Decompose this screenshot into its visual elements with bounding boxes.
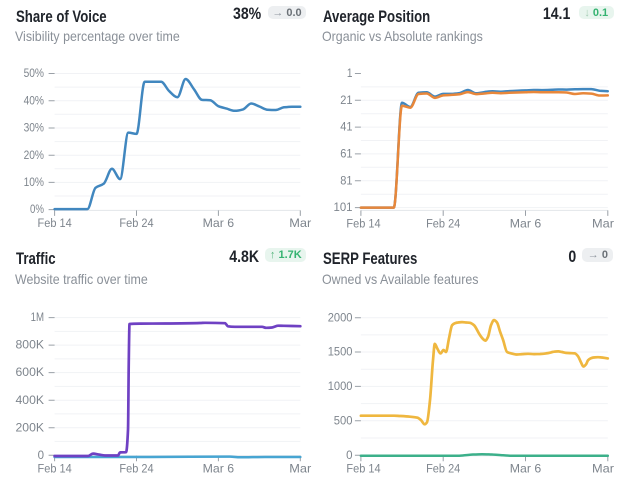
svg-text:10%: 10% bbox=[24, 175, 44, 189]
svg-text:Feb 14: Feb 14 bbox=[38, 461, 72, 475]
svg-text:50%: 50% bbox=[24, 66, 44, 80]
svg-text:Feb 24: Feb 24 bbox=[119, 461, 153, 475]
svg-text:Mar 6: Mar 6 bbox=[510, 461, 542, 475]
svg-text:Mar: Mar bbox=[592, 217, 614, 231]
svg-text:30%: 30% bbox=[24, 121, 44, 135]
svg-text:Mar 6: Mar 6 bbox=[203, 461, 235, 475]
svg-text:Feb 24: Feb 24 bbox=[426, 461, 460, 475]
svg-text:41: 41 bbox=[340, 120, 352, 134]
svg-text:1000: 1000 bbox=[328, 379, 353, 393]
svg-text:Mar 6: Mar 6 bbox=[510, 217, 542, 231]
svg-text:800K: 800K bbox=[16, 338, 45, 352]
svg-text:400K: 400K bbox=[16, 393, 45, 407]
svg-text:21: 21 bbox=[340, 93, 352, 107]
svg-text:0: 0 bbox=[38, 448, 45, 462]
svg-text:200K: 200K bbox=[16, 420, 45, 434]
svg-text:Feb 14: Feb 14 bbox=[38, 216, 72, 230]
svg-text:Feb 24: Feb 24 bbox=[119, 216, 153, 230]
svg-text:20%: 20% bbox=[24, 148, 44, 162]
svg-text:0%: 0% bbox=[30, 202, 44, 216]
svg-text:101: 101 bbox=[334, 200, 353, 214]
svg-text:81: 81 bbox=[340, 173, 352, 187]
svg-text:600K: 600K bbox=[16, 365, 45, 379]
svg-text:Mar: Mar bbox=[289, 461, 311, 475]
svg-text:2000: 2000 bbox=[328, 310, 353, 324]
svg-text:40%: 40% bbox=[24, 93, 44, 107]
svg-text:Mar: Mar bbox=[289, 216, 311, 230]
svg-text:Feb 24: Feb 24 bbox=[426, 217, 460, 231]
svg-text:Mar: Mar bbox=[592, 461, 614, 475]
svg-text:1500: 1500 bbox=[328, 345, 353, 359]
svg-text:500: 500 bbox=[334, 413, 353, 427]
svg-text:Feb 14: Feb 14 bbox=[346, 217, 380, 231]
svg-text:0: 0 bbox=[346, 448, 353, 462]
svg-text:Mar 6: Mar 6 bbox=[203, 216, 235, 230]
svg-text:Feb 14: Feb 14 bbox=[346, 461, 380, 475]
svg-text:1M: 1M bbox=[31, 310, 44, 324]
svg-text:61: 61 bbox=[340, 147, 352, 161]
svg-text:1: 1 bbox=[347, 66, 353, 80]
